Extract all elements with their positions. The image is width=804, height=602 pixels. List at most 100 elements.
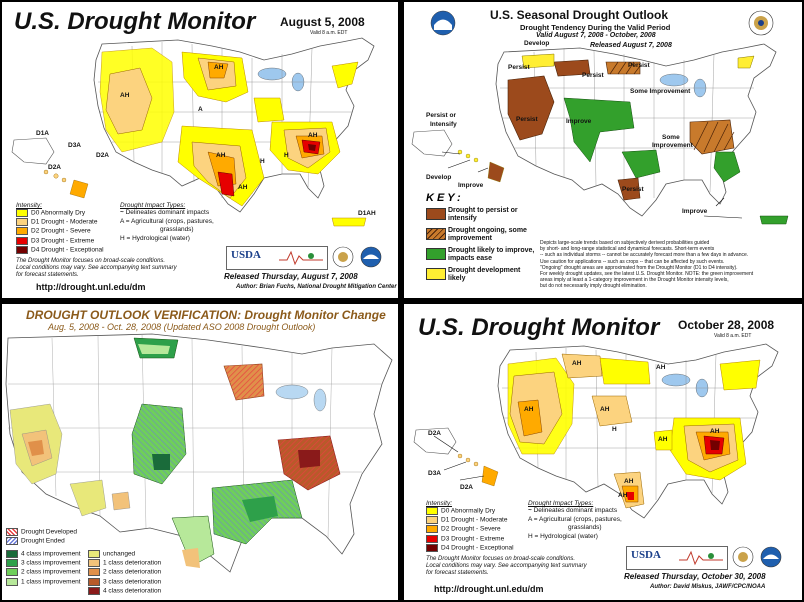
impact-label: AH (308, 132, 318, 139)
legend-heading: Intensity: (426, 500, 453, 507)
map-date: October 28, 2008 (678, 318, 775, 332)
change-map (5, 333, 393, 573)
improve-1-rockies (138, 344, 170, 354)
change-legend-top: Drought Developed Drought Ended (6, 528, 77, 546)
key-swatch-develop (426, 268, 446, 280)
improve-center-4 (152, 454, 170, 470)
map-label: Develop (426, 174, 452, 181)
agency-logos: USDA (626, 546, 728, 570)
legend-heading: Drought Impact Types: (528, 500, 594, 507)
d3-texas (217, 171, 235, 197)
legend-item: D0 Abnormally Dry (426, 507, 514, 516)
valid-period: Valid August 7, 2008 - October, 2008 (536, 32, 656, 39)
page-title: U.S. Seasonal Drought Outlook (490, 8, 669, 22)
impact-label: AH (600, 406, 610, 413)
impact-label: A (198, 106, 203, 113)
legend-item: 1 class improvement (6, 577, 81, 587)
website-link[interactable]: http://drought.unl.edu/dm (434, 584, 544, 594)
impact-label: H (260, 158, 265, 165)
key-heading: KEY: (426, 192, 464, 204)
legend-item: 3 class improvement (6, 559, 81, 568)
deterioration-west-2 (28, 440, 44, 456)
d1-northrockies (561, 353, 603, 379)
subtitle: Aug. 5, 2008 - Oct. 28, 2008 (Updated AS… (48, 322, 316, 332)
d2-west (517, 399, 543, 437)
develop-northeast (737, 55, 755, 69)
legend-item: H = Hydrological (water) (528, 532, 598, 540)
d0-northeast (331, 61, 359, 89)
impact-legend: Drought Impact Types: ~ Delineates domin… (528, 500, 622, 541)
map-label: Persist (582, 72, 604, 79)
improve-central-end (132, 404, 186, 484)
hawaii-islands (457, 453, 499, 487)
agency-seals (732, 546, 782, 568)
improve-south-2 (242, 496, 278, 522)
seasonal-outlook-panel: U.S. Seasonal Drought Outlook Drought Te… (404, 2, 802, 298)
great-lakes (257, 67, 287, 81)
legend-heading: Intensity: (16, 202, 43, 209)
impact-label: AH (216, 152, 226, 159)
legend-item: D1 Drought - Moderate (16, 218, 104, 227)
d4-southeast (308, 144, 316, 151)
valid-time: Valid 8 a.m. EDT (714, 333, 752, 339)
impact-label: AH (656, 364, 666, 371)
d3-southeast (298, 450, 320, 468)
release-date: Released Thursday, August 7, 2008 (224, 272, 358, 281)
hawaii-label: D2A (96, 152, 110, 159)
persist-texas (617, 177, 641, 201)
impact-label: AH (658, 436, 668, 443)
legend-item: unchanged (88, 550, 161, 559)
map-label: Intensify (430, 121, 457, 128)
d1-hawaii-area (653, 429, 673, 451)
persist-northwest (553, 59, 591, 77)
hawaii-islands (457, 149, 505, 183)
author: Author: Brian Fuchs, National Drought Mi… (236, 284, 397, 290)
map-label: Persist (508, 64, 530, 71)
impact-legend: Drought Impact Types: ~ Delineates domin… (120, 202, 214, 243)
d0-plains (599, 357, 651, 385)
d0-central (591, 395, 633, 427)
agency-seals (332, 246, 382, 268)
impact-label: AH (618, 492, 628, 499)
alaska (411, 129, 453, 157)
legend-item: H = Hydrological (water) (120, 234, 190, 242)
verification-panel: DROUGHT OUTLOOK VERIFICATION: Drought Mo… (2, 304, 398, 600)
us-drought-map (11, 37, 375, 227)
impact-label: AH (624, 478, 634, 485)
agency-logos: USDA (226, 246, 328, 270)
improve-southeast (713, 151, 741, 183)
valid-time: Valid 8 a.m. EDT (310, 30, 348, 36)
legend-item: Drought Ended (6, 537, 77, 546)
ndmc-logo (279, 250, 323, 266)
intensity-legend: Intensity: D0 Abnormally Dry D1 Drought … (16, 202, 104, 255)
hawaii-label: D3A (428, 470, 442, 477)
us-drought-map (413, 343, 779, 519)
legend-item: 4 class improvement (6, 550, 81, 559)
some-improve-plains (605, 61, 641, 75)
legend-item: 4 class deterioration (88, 586, 161, 596)
page-title: U.S. Drought Monitor (14, 8, 256, 35)
legend-item: 3 class deterioration (88, 577, 161, 587)
map-date: August 5, 2008 (280, 15, 365, 29)
disclaimer: The Drought Monitor focuses on broad-sca… (426, 556, 587, 576)
persist-west (507, 75, 555, 141)
key-swatch-some-improve (426, 228, 446, 240)
develop-northwest (521, 53, 555, 69)
map-label: Improvement (652, 142, 693, 149)
disclaimer: The Drought Monitor focuses on broad-sca… (16, 258, 177, 278)
map-label: Improve (566, 118, 592, 125)
author: Author: David Miskus, JAWF/CPC/NOAA (650, 584, 766, 590)
puerto-rico (759, 215, 789, 225)
key-item: Drought ongoing, some improvement (448, 227, 527, 242)
legend-item: 2 class deterioration (88, 568, 161, 577)
legend-item: ~ Delineates dominant impacts (120, 209, 210, 216)
map-label: Develop (524, 40, 550, 47)
page-title: DROUGHT OUTLOOK VERIFICATION: Drought Mo… (26, 308, 386, 322)
website-link[interactable]: http://drought.unl.edu/dm (36, 282, 146, 292)
impact-label: AH (572, 360, 582, 367)
impact-label: AH (120, 92, 130, 99)
legend-item: D3 Drought - Extreme (16, 236, 104, 246)
d2-plains (207, 61, 229, 79)
d3-texas (626, 492, 634, 500)
impact-label: AH (214, 64, 224, 71)
